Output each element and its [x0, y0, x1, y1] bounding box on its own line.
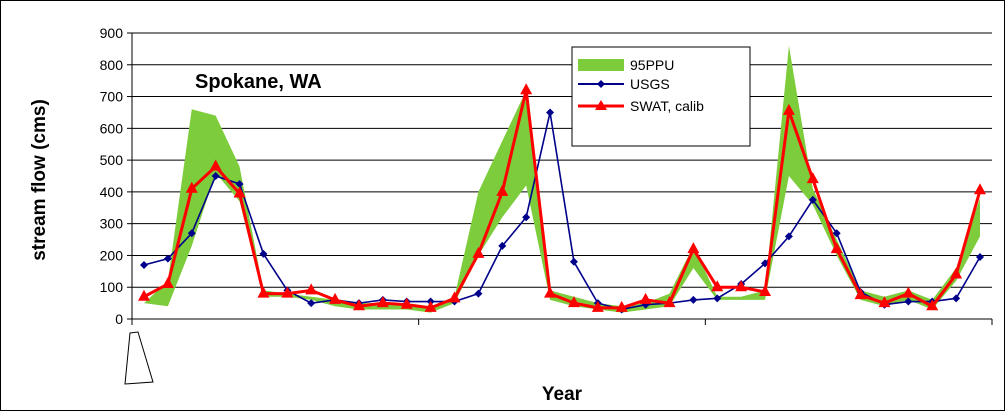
y-tick-label: 200 [100, 247, 124, 263]
y-tick-label: 900 [100, 25, 124, 41]
point-usgs [784, 232, 793, 241]
point-swat [663, 296, 676, 308]
point-swat [711, 280, 724, 292]
y-tick-label: 0 [115, 311, 123, 327]
x-axis-title: Year [542, 384, 583, 405]
point-swat [185, 181, 198, 193]
point-swat [567, 296, 580, 308]
point-usgs [689, 295, 698, 304]
point-swat [209, 159, 222, 171]
legend-label-95ppu: 95PPU [630, 57, 674, 73]
point-swat [950, 267, 963, 279]
point-swat [782, 103, 795, 115]
point-swat [591, 300, 604, 312]
point-usgs [259, 249, 268, 258]
legend-marker-usgs [597, 80, 605, 88]
point-usgs [546, 108, 555, 117]
point-usgs [713, 294, 722, 303]
point-usgs [832, 229, 841, 238]
point-swat [902, 286, 915, 298]
point-usgs [522, 213, 531, 222]
legend-swatch-95ppu [578, 59, 624, 71]
point-usgs [235, 179, 244, 188]
point-swat [257, 286, 270, 298]
point-swat [352, 299, 365, 311]
point-usgs [808, 195, 817, 204]
y-axis-title: stream flow (cms) [29, 99, 50, 261]
point-usgs [140, 260, 148, 269]
y-tick-label: 500 [100, 152, 124, 168]
point-swat [639, 292, 652, 304]
point-swat [281, 286, 294, 298]
point-usgs [952, 294, 961, 303]
point-swat [400, 297, 413, 309]
point-swat [735, 280, 748, 292]
legend-marker-swat [595, 100, 607, 110]
point-usgs [904, 297, 913, 306]
point-swat [926, 299, 939, 311]
point-swat [472, 246, 485, 258]
point-swat [759, 284, 772, 296]
chart-annotation: Spokane, WA [195, 71, 322, 93]
point-swat [496, 184, 509, 196]
legend-label-swat: SWAT, calib [630, 98, 704, 114]
point-swat [687, 242, 700, 254]
point-usgs [474, 289, 483, 298]
y-tick-label: 600 [100, 120, 124, 136]
axis-label-placeholder-box [124, 331, 154, 385]
series-line-swat [143, 89, 982, 310]
point-swat [376, 296, 389, 308]
point-usgs [498, 241, 507, 250]
y-tick-label: 800 [100, 57, 124, 73]
legend-label-usgs: USGS [630, 76, 670, 92]
point-usgs [187, 229, 196, 238]
point-swat [615, 300, 628, 312]
chart-legend: 95PPU USGS SWAT, calib [571, 46, 751, 147]
point-swat [520, 83, 533, 95]
point-swat [448, 291, 461, 303]
point-usgs [211, 172, 220, 180]
point-swat [830, 242, 843, 254]
point-usgs [976, 253, 984, 262]
point-swat [974, 183, 986, 195]
point-usgs [569, 257, 578, 266]
series-line-usgs [143, 112, 981, 311]
point-swat [806, 172, 819, 184]
point-swat [329, 292, 342, 304]
y-tick-label: 300 [100, 216, 124, 232]
point-swat [424, 300, 437, 312]
point-swat [138, 289, 150, 301]
y-tick-label: 400 [100, 184, 124, 200]
point-swat [233, 186, 246, 198]
point-swat [854, 288, 867, 300]
point-swat [161, 277, 174, 289]
point-usgs [163, 254, 172, 263]
point-swat [878, 296, 891, 308]
point-usgs [307, 299, 316, 308]
point-swat [305, 283, 318, 295]
point-swat [544, 286, 557, 298]
y-tick-label: 700 [100, 89, 124, 105]
y-tick-label: 100 [100, 279, 124, 295]
